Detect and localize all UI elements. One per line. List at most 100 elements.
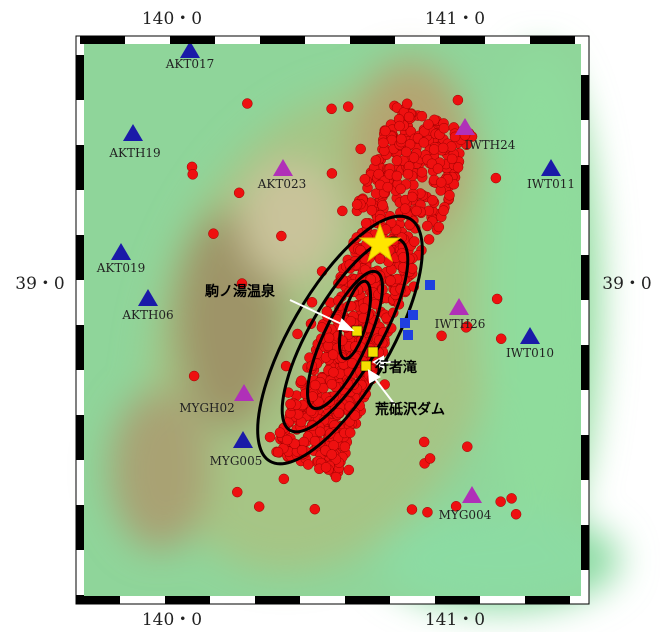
epicenter (232, 487, 242, 497)
bottom-axis-label: 140・0 (142, 610, 202, 630)
station-label: AKT023 (257, 177, 307, 191)
station-label: IWT011 (527, 177, 575, 191)
epicenter (352, 200, 362, 210)
epicenter (439, 206, 449, 216)
epicenter (439, 123, 449, 133)
epicenter (328, 367, 338, 377)
epicenter (310, 504, 320, 514)
epicenter (511, 509, 521, 519)
epicenter (422, 221, 432, 231)
epicenter (380, 126, 390, 136)
station-label: MYG004 (439, 508, 492, 522)
epicenter (507, 493, 517, 503)
epicenter (276, 231, 286, 241)
epicenter (254, 502, 264, 512)
epicenter (359, 303, 369, 313)
epicenter (491, 173, 501, 183)
epicenter (296, 376, 306, 386)
station-label: IWTH24 (465, 138, 516, 152)
epicenter (303, 460, 313, 470)
epicenter (492, 294, 502, 304)
epicenter (395, 121, 405, 131)
epicenter (438, 143, 448, 153)
station-label: AKTH19 (108, 146, 160, 160)
epicenter (327, 379, 337, 389)
place-label: 駒ノ湯温泉 (205, 283, 276, 300)
epicenter (453, 162, 463, 172)
epicenter (496, 497, 506, 507)
epicenter (282, 435, 292, 445)
right-axis-label: 39・0 (602, 274, 651, 294)
epicenter (189, 371, 199, 381)
left-axis-label: 39・0 (15, 274, 64, 294)
epicenter (434, 222, 444, 232)
station-label: IWT010 (506, 346, 554, 360)
epicenter (334, 408, 344, 418)
epicenter (307, 297, 317, 307)
epicenter (343, 102, 353, 112)
epicenter (419, 138, 429, 148)
epicenter (424, 234, 434, 244)
epicenter (331, 472, 341, 482)
station-label: AKT019 (96, 261, 146, 275)
epicenter (344, 465, 354, 475)
epicenter (337, 206, 347, 216)
epicenter (285, 399, 295, 409)
epicenter (329, 440, 339, 450)
epicenter (371, 155, 381, 165)
epicenter (422, 507, 432, 517)
place-label: 荒砥沢ダム (374, 401, 445, 418)
epicenter (328, 350, 338, 360)
epicenter (407, 192, 417, 202)
station-label: MYGH02 (179, 401, 235, 415)
epicenter (428, 195, 438, 205)
epicenter (208, 229, 218, 239)
epicenter (400, 204, 410, 214)
station-label: IWTH26 (435, 317, 486, 331)
station-label: AKT017 (165, 57, 215, 71)
place-label: 行者滝 (374, 359, 417, 376)
epicenter (327, 104, 337, 114)
epicenter (401, 147, 411, 157)
epicenter (188, 169, 198, 179)
epicenter (396, 184, 406, 194)
top-axis-label: 140・0 (142, 9, 202, 29)
epicenter (392, 156, 402, 166)
epicenter (367, 205, 377, 215)
epicenter (396, 134, 406, 144)
station-label: MYG005 (210, 454, 263, 468)
epicenter (433, 164, 443, 174)
epicenter (360, 174, 370, 184)
epicenter (436, 177, 446, 187)
epicenter (409, 236, 419, 246)
epicenter (453, 95, 463, 105)
epicenter (378, 138, 388, 148)
epicenter (265, 432, 275, 442)
epicenter (234, 188, 244, 198)
epicenter (403, 169, 413, 179)
epicenter (392, 171, 402, 181)
epicenter (327, 449, 337, 459)
epicenter (279, 474, 289, 484)
epicenter (345, 428, 355, 438)
epicenter (417, 167, 427, 177)
epicenter (437, 331, 447, 341)
epicenter (444, 190, 454, 200)
epicenter (411, 206, 421, 216)
epicenter (275, 428, 285, 438)
epicenter (496, 334, 506, 344)
epicenter (447, 154, 457, 164)
epicenter (340, 442, 350, 452)
epicenter (386, 276, 396, 286)
epicenter (404, 112, 414, 122)
epicenter (423, 119, 433, 129)
epicenter (327, 168, 337, 178)
epicenter (419, 437, 429, 447)
epicenter (417, 111, 427, 121)
epicenter (378, 200, 388, 210)
epicenter (321, 462, 331, 472)
epicenter (383, 182, 393, 192)
top-axis-label: 141・0 (425, 9, 485, 29)
epicenter (375, 254, 385, 264)
station-label: AKTH06 (121, 308, 173, 322)
